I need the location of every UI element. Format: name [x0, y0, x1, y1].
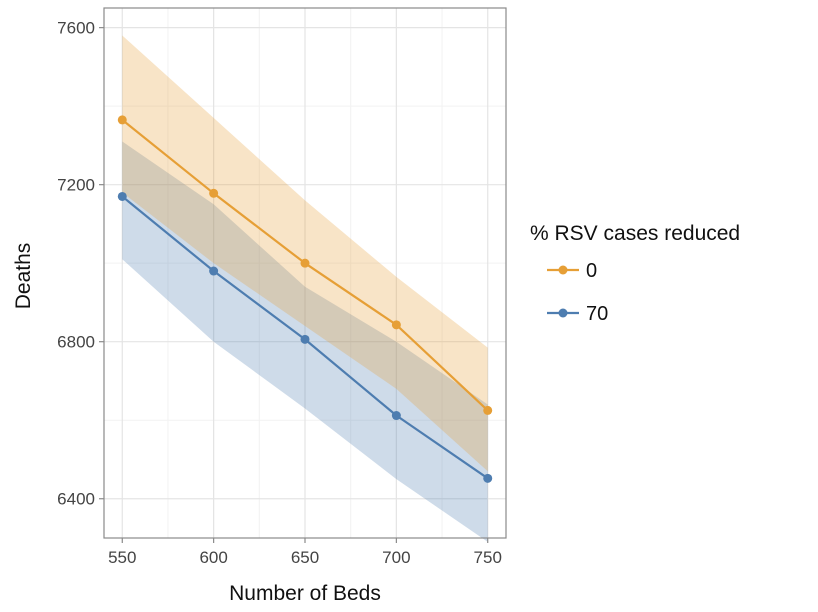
y-tick-labels: 6400 6800 7200 7600: [57, 19, 95, 509]
y-axis-title: Deaths: [12, 243, 35, 310]
x-tick-label: 600: [199, 548, 227, 567]
y-tick-label: 6800: [57, 333, 95, 352]
data-point-0: [209, 188, 219, 198]
x-tick-label: 750: [474, 548, 502, 567]
legend-key-point-0: [558, 265, 568, 275]
legend-key-point-70: [558, 308, 568, 318]
confidence-band-0: [122, 35, 488, 472]
series-points: [117, 115, 493, 483]
y-tick-label: 6400: [57, 490, 95, 509]
data-point-70: [483, 473, 493, 483]
legend-item-70: 70: [547, 303, 608, 325]
legend: % RSV cases reduced 0 70: [530, 222, 740, 325]
x-tick-labels: 550 600 650 700 750: [108, 548, 502, 567]
data-point-0: [117, 115, 127, 125]
data-point-0: [391, 320, 401, 330]
data-point-0: [300, 258, 310, 268]
x-tick-label: 650: [291, 548, 319, 567]
legend-label-70: 70: [586, 303, 608, 325]
y-tick-label: 7200: [57, 176, 95, 195]
legend-label-0: 0: [586, 260, 597, 282]
data-point-70: [391, 411, 401, 421]
x-axis-title: Number of Beds: [229, 582, 381, 605]
data-point-70: [300, 334, 310, 344]
x-tick-label: 550: [108, 548, 136, 567]
y-tick-label: 7600: [57, 19, 95, 38]
data-point-70: [209, 266, 219, 276]
legend-title: % RSV cases reduced: [530, 222, 740, 245]
data-point-70: [117, 191, 127, 201]
data-point-0: [483, 405, 493, 415]
x-tick-label: 700: [382, 548, 410, 567]
axis-ticks: [99, 27, 489, 543]
legend-item-0: 0: [547, 260, 597, 282]
